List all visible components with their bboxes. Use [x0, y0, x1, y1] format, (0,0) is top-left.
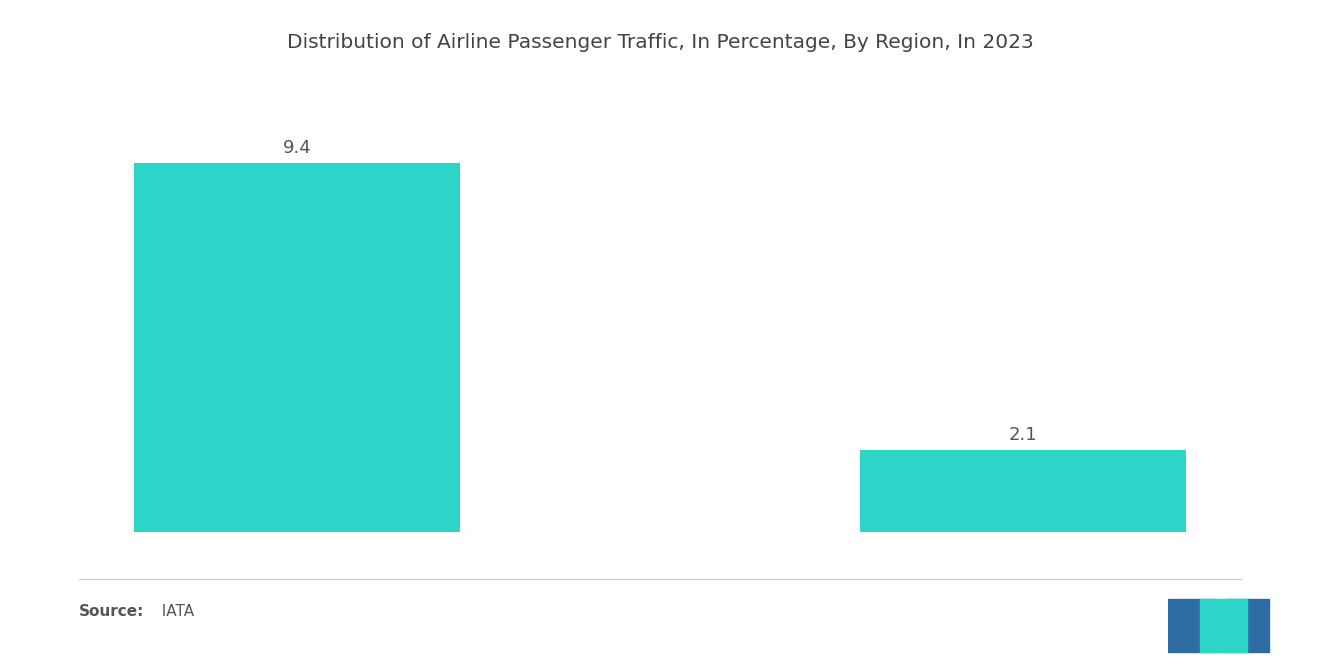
- Bar: [1226, 598, 1269, 652]
- Bar: [133, 163, 461, 532]
- Text: 9.4: 9.4: [282, 139, 312, 157]
- Text: IATA: IATA: [152, 604, 194, 619]
- Text: Distribution of Airline Passenger Traffic, In Percentage, By Region, In 2023: Distribution of Airline Passenger Traffi…: [286, 33, 1034, 53]
- Bar: [1200, 598, 1247, 652]
- Text: Source:: Source:: [79, 604, 145, 619]
- Bar: [859, 450, 1187, 532]
- Text: 2.1: 2.1: [1008, 426, 1038, 444]
- Bar: [1168, 598, 1216, 652]
